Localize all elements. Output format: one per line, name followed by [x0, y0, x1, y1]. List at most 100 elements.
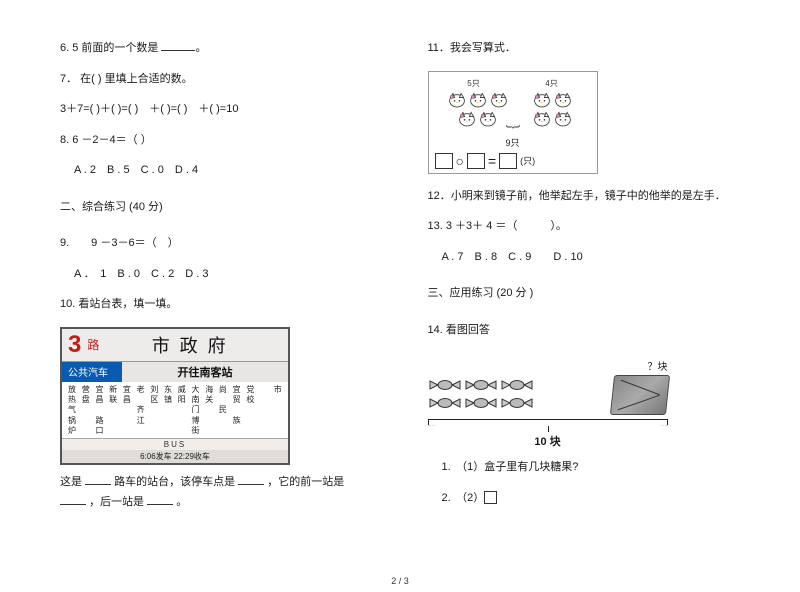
- bus-stop-char: [217, 416, 229, 426]
- bus-stop-char: [80, 416, 92, 426]
- bus-stop-char: [272, 426, 284, 436]
- bus-stops-row: 气齐门民: [66, 405, 284, 415]
- answer-box[interactable]: [484, 491, 497, 504]
- bus-stop-char: [162, 426, 174, 436]
- kitty-left-label: 5只: [467, 78, 479, 89]
- bus-stops-grid: 放营宜新宜老刘东威大海尚宜党市 热盘昌联昌区镇阳南关贸校 气齐门民 锅路江博族 …: [62, 382, 288, 439]
- bus-stop-char: [244, 405, 256, 415]
- q10c: ，它的前一站是: [267, 476, 344, 488]
- candy-brace: [428, 419, 668, 427]
- blank[interactable]: [238, 484, 264, 485]
- bus-stop-char: [203, 426, 215, 436]
- bus-stop-char: 炉: [66, 426, 78, 436]
- bus-stop-char: [231, 426, 243, 436]
- kitty-group-right: [523, 91, 583, 128]
- bus-stop-char: 江: [135, 416, 147, 426]
- candy-line: [428, 379, 602, 394]
- q11: 11．我会写算式．: [428, 40, 741, 57]
- q10e: 。: [176, 496, 187, 508]
- bus-stop-char: 宜: [121, 385, 133, 395]
- q10a: 这是: [60, 476, 85, 488]
- bus-stop-char: [176, 416, 188, 426]
- bus-stop-char: 东: [162, 385, 174, 395]
- kitty-icon: [532, 110, 552, 128]
- q9-opts: A ． 1 B . 0 C . 2 D . 3: [60, 266, 373, 283]
- bus-stop-char: [148, 426, 160, 436]
- q13-opts: A . 7 B . 8 C . 9 D . 10: [428, 249, 741, 266]
- bus-line-label: BUS: [62, 438, 288, 450]
- bus-route-lu: 路: [87, 336, 99, 353]
- q10: 10. 看站台表，填一填。: [60, 296, 373, 313]
- bus-stop-char: 口: [93, 426, 105, 436]
- bus-stop-char: 营: [80, 385, 92, 395]
- blank[interactable]: [147, 504, 173, 505]
- candy-question-label: ？块: [428, 358, 668, 373]
- eq-box[interactable]: [435, 153, 453, 169]
- bus-stop-char: [107, 426, 119, 436]
- bus-stop-char: 大: [189, 385, 201, 395]
- bus-stop-char: 热: [66, 395, 78, 405]
- bus-stop-char: 族: [231, 416, 243, 426]
- kitty-equation: ○ = (只): [435, 153, 591, 169]
- bus-stop-char: [148, 405, 160, 415]
- kitty-icon: [468, 91, 488, 109]
- q6-text: 6. 5 前面的一个数是: [60, 42, 161, 54]
- bus-stop-char: [258, 385, 270, 395]
- bus-sign-row2: 公共汽车 开往南客站: [62, 362, 288, 382]
- blank[interactable]: [60, 504, 86, 505]
- bus-stop-char: [107, 405, 119, 415]
- q6-blank[interactable]: [161, 50, 195, 51]
- candy-icon: [500, 397, 534, 412]
- bus-stop-char: 阳: [176, 395, 188, 405]
- bus-stop-char: [135, 395, 147, 405]
- bus-stop-char: [244, 416, 256, 426]
- kitty-icon: [532, 91, 552, 109]
- eq-box[interactable]: [499, 153, 517, 169]
- bus-stop-char: 校: [244, 395, 256, 405]
- bus-stop-char: 盘: [80, 395, 92, 405]
- bus-stop-char: [231, 405, 243, 415]
- bus-stop-char: 威: [176, 385, 188, 395]
- q8-opts: A . 2 B . 5 C . 0 D . 4: [60, 162, 373, 179]
- q6: 6. 5 前面的一个数是 。: [60, 40, 373, 57]
- bus-stop-char: [121, 416, 133, 426]
- q10-answer-line: 这是 路车的站台，该停车点是 ，它的前一站是 ，后一站是 。: [60, 473, 373, 513]
- bus-stop-char: [162, 416, 174, 426]
- q10d: ，后一站是: [89, 496, 147, 508]
- bus-stop-char: [176, 405, 188, 415]
- bus-stops-row: 热盘昌联昌区镇阳南关贸校: [66, 395, 284, 405]
- bus-stop-char: 联: [107, 395, 119, 405]
- bus-stop-char: [148, 416, 160, 426]
- q10b: 路车的站台，该停车点是: [114, 476, 238, 488]
- kitty-figure: 5只 4只: [428, 71, 598, 174]
- bus-stop-char: [272, 395, 284, 405]
- bus-stop-char: 党: [244, 385, 256, 395]
- bus-stop-char: 宜: [93, 385, 105, 395]
- q14: 14. 看图回答: [428, 322, 741, 339]
- blank[interactable]: [85, 484, 111, 485]
- bus-stop-char: [258, 416, 270, 426]
- bus-stop-char: 门: [189, 405, 201, 415]
- bus-stop-char: [203, 416, 215, 426]
- bus-stop-char: [203, 405, 215, 415]
- kitty-icon: [489, 91, 509, 109]
- bus-stop-char: 昌: [121, 395, 133, 405]
- kitty-total-label: 9只: [435, 136, 591, 149]
- bus-stop-char: 路: [93, 416, 105, 426]
- eq-box[interactable]: [467, 153, 485, 169]
- kitty-labels: 5只 4只: [435, 78, 591, 89]
- bus-stop-char: [176, 426, 188, 436]
- bus-stop-char: 昌: [93, 395, 105, 405]
- candy-icon: [428, 379, 462, 394]
- bus-stop-char: 海: [203, 385, 215, 395]
- q14-2: 2. （2）: [428, 490, 741, 507]
- bus-stop-char: [121, 426, 133, 436]
- bus-stop-char: [135, 426, 147, 436]
- bus-stop-char: 刘: [148, 385, 160, 395]
- bus-stop-char: 博: [189, 416, 201, 426]
- bus-stops-row: 锅路江博族: [66, 416, 284, 426]
- q7: 7． 在( ) 里填上合适的数。: [60, 71, 373, 88]
- q12: 12．小明来到镜子前，他举起左手，镜子中的他举的是左手．: [428, 188, 741, 205]
- bus-stop-char: 新: [107, 385, 119, 395]
- bus-stop-char: 贸: [231, 395, 243, 405]
